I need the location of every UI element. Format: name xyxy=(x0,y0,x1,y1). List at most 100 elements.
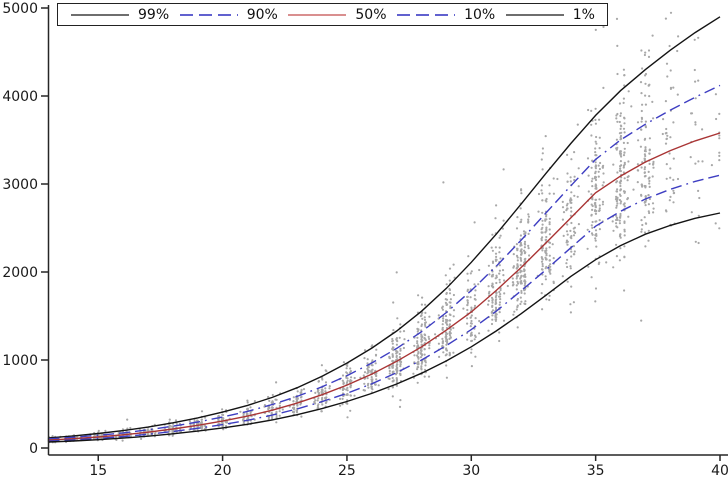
scatter-point xyxy=(466,272,469,275)
scatter-point xyxy=(445,353,448,356)
scatter-point xyxy=(612,163,615,166)
scatter-point xyxy=(522,230,526,233)
scatter-point xyxy=(541,223,544,226)
scatter-point xyxy=(511,277,514,280)
scatter-point xyxy=(566,280,569,283)
scatter-point xyxy=(317,397,320,400)
scatter-point xyxy=(644,204,647,207)
scatter-point xyxy=(402,330,406,333)
scatter-point xyxy=(520,248,523,251)
scatter-point xyxy=(470,348,473,351)
scatter-point xyxy=(391,370,395,373)
scatter-point xyxy=(548,221,551,224)
scatter-point xyxy=(399,349,402,352)
y-tick-label: 2000 xyxy=(2,265,38,281)
scatter-point xyxy=(470,308,473,311)
scatter-point xyxy=(395,377,398,380)
scatter-point xyxy=(669,136,672,139)
scatter-point xyxy=(527,215,531,218)
scatter-point xyxy=(570,250,573,253)
scatter-point xyxy=(643,168,646,171)
legend-line-99-icon xyxy=(71,13,129,16)
scatter-point xyxy=(246,416,249,419)
scatter-point xyxy=(647,203,651,206)
scatter-point xyxy=(651,202,655,205)
scatter-point xyxy=(619,189,622,192)
scatter-point xyxy=(495,294,498,297)
scatter-point xyxy=(698,196,701,200)
scatter-point xyxy=(664,142,668,145)
scatter-point xyxy=(316,404,319,407)
scatter-point xyxy=(342,394,345,398)
scatter-point xyxy=(626,179,629,182)
scatter-point xyxy=(549,263,552,266)
scatter-point xyxy=(644,74,647,77)
scatter-point xyxy=(545,218,548,221)
scatter-point xyxy=(570,285,573,288)
scatter-point xyxy=(449,336,452,339)
scatter-point xyxy=(545,215,548,218)
scatter-point xyxy=(665,163,668,166)
scatter-point xyxy=(697,214,700,217)
scatter-point xyxy=(623,230,626,233)
scatter-point xyxy=(605,261,608,264)
scatter-point xyxy=(427,335,430,338)
scatter-point xyxy=(572,234,576,237)
scatter-point xyxy=(570,198,573,202)
scatter-point xyxy=(662,118,665,121)
scatter-point xyxy=(499,288,502,292)
scatter-point xyxy=(697,79,700,82)
scatter-point xyxy=(349,384,353,387)
scatter-point xyxy=(545,258,548,261)
scatter-point xyxy=(420,349,423,352)
scatter-point xyxy=(349,370,352,373)
scatter-point xyxy=(601,203,605,206)
scatter-point xyxy=(97,429,100,432)
scatter-point xyxy=(420,323,423,326)
scatter-point xyxy=(292,400,295,403)
scatter-point xyxy=(619,202,622,205)
scatter-point xyxy=(697,160,700,163)
scatter-point xyxy=(619,160,623,163)
scatter-point xyxy=(537,210,540,213)
scatter-point xyxy=(516,256,519,259)
scatter-point xyxy=(643,153,647,156)
scatter-point xyxy=(445,376,448,379)
scatter-point xyxy=(423,323,427,326)
scatter-point xyxy=(527,232,530,235)
scatter-point xyxy=(395,343,398,346)
scatter-point xyxy=(341,403,344,406)
scatter-point xyxy=(416,368,419,371)
scatter-point xyxy=(623,289,626,292)
scatter-point xyxy=(416,344,420,347)
scatter-point xyxy=(271,393,274,397)
scatter-point xyxy=(445,283,448,286)
scatter-point xyxy=(694,240,697,243)
scatter-point xyxy=(271,401,275,404)
scatter-point xyxy=(346,386,349,389)
scatter-point xyxy=(437,342,440,345)
scatter-point xyxy=(470,332,473,336)
scatter-point xyxy=(474,298,477,301)
scatter-point xyxy=(590,276,593,279)
scatter-point xyxy=(615,222,618,225)
scatter-point xyxy=(569,201,572,204)
scatter-point xyxy=(718,112,721,115)
scatter-point xyxy=(648,95,651,98)
x-tick-label: 30 xyxy=(462,463,480,479)
scatter-point xyxy=(396,366,399,370)
scatter-point xyxy=(502,274,505,277)
scatter-point xyxy=(576,123,579,126)
legend-label-10: 10% xyxy=(464,6,496,23)
scatter-point xyxy=(544,278,548,281)
scatter-point xyxy=(619,194,622,197)
scatter-point xyxy=(104,429,107,432)
legend-label-99: 99% xyxy=(138,6,170,23)
scatter-point xyxy=(551,243,554,246)
scatter-point xyxy=(398,336,401,339)
scatter-point xyxy=(541,268,544,271)
scatter-point xyxy=(271,415,274,418)
scatter-point xyxy=(423,368,427,371)
scatter-point xyxy=(541,265,544,268)
scatter-point xyxy=(516,305,519,309)
